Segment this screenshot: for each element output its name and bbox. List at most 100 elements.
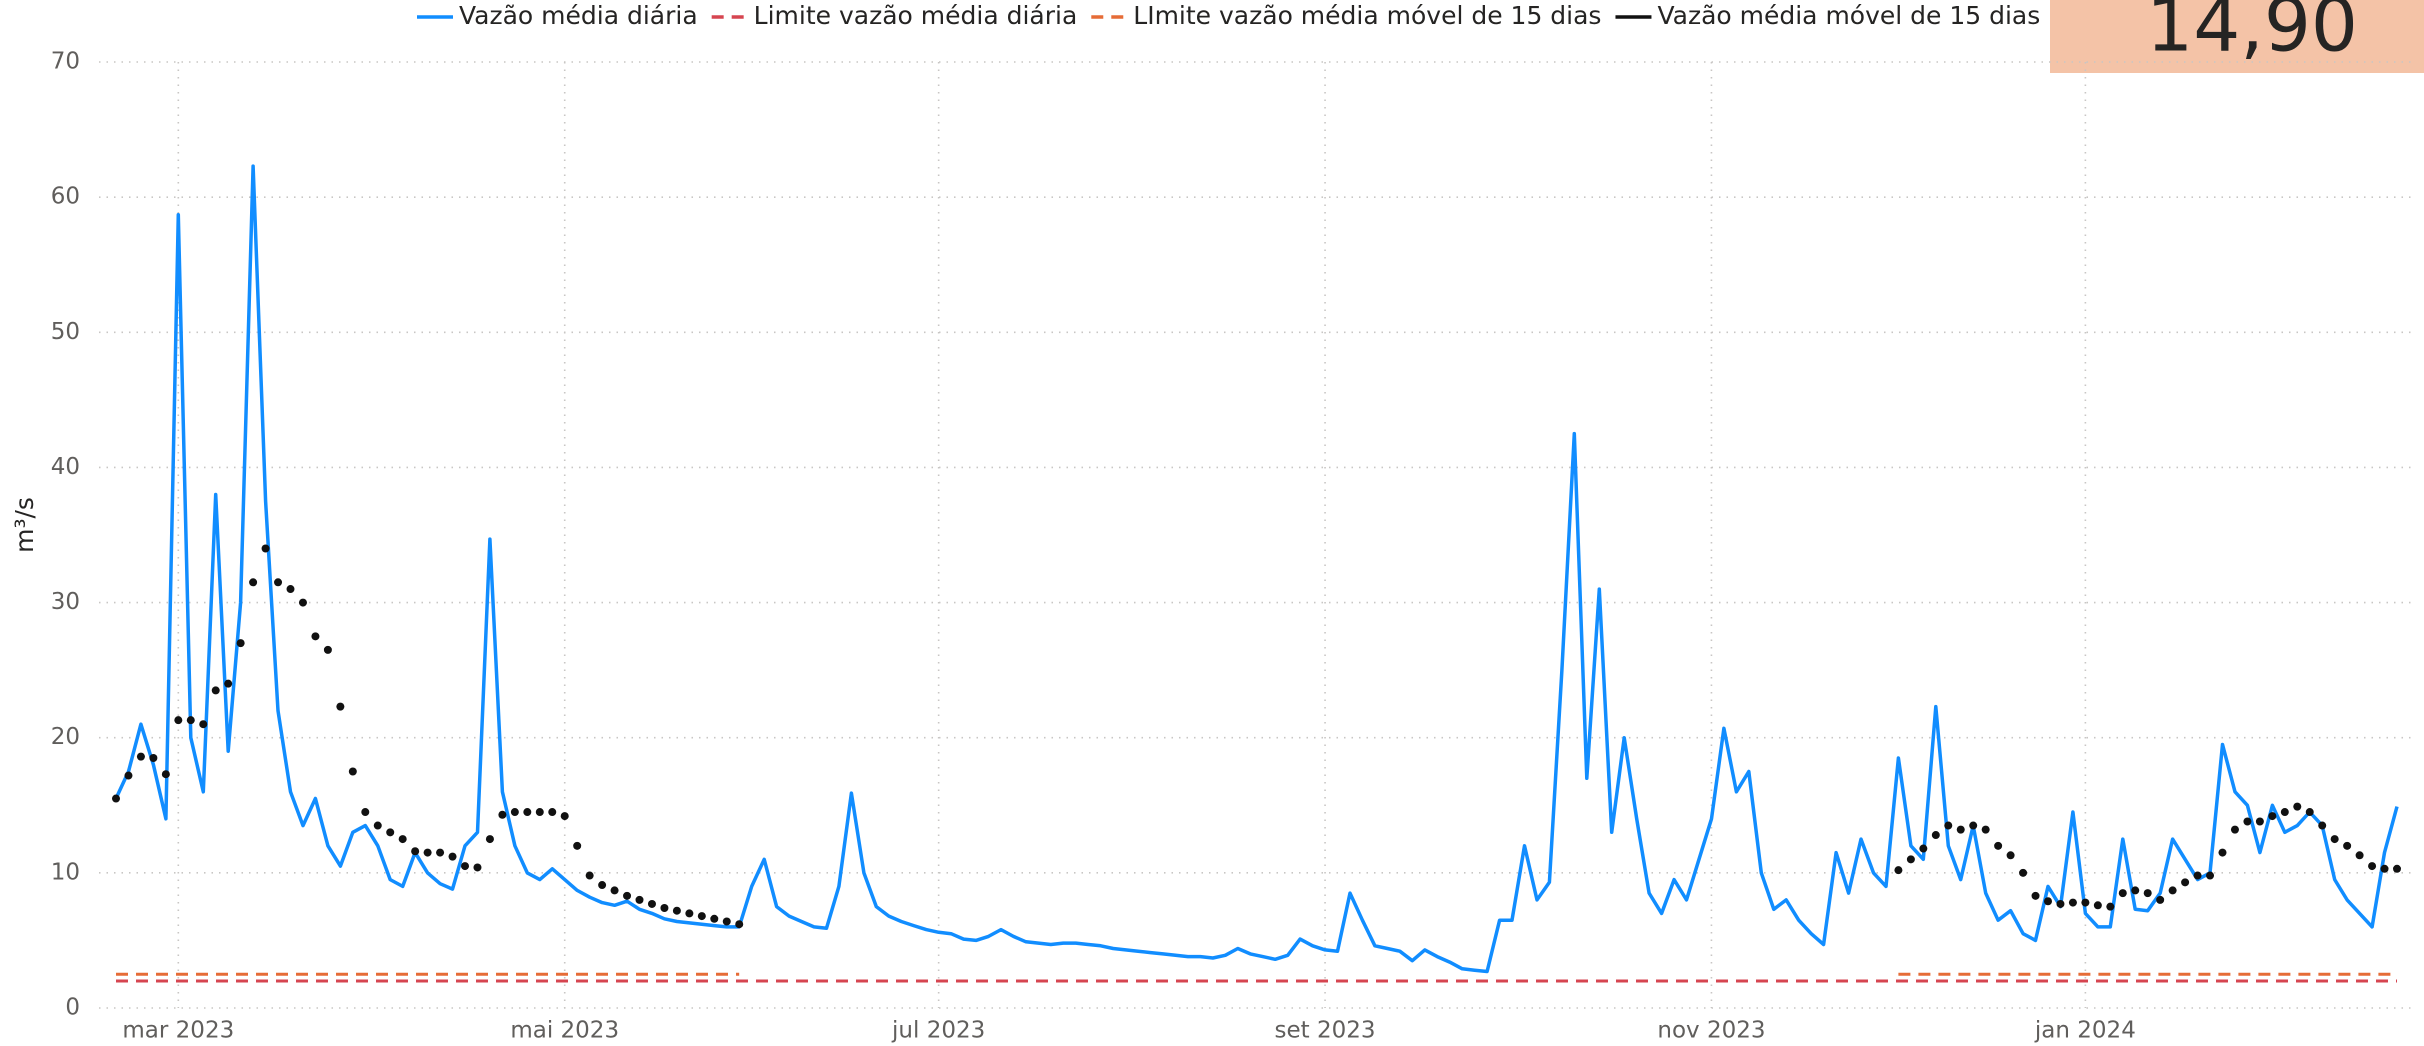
moving-average-point	[2056, 899, 2065, 908]
legend-label: Limite vazão média diária	[754, 1, 1078, 30]
moving-average-point	[2106, 902, 2115, 911]
moving-average-point	[261, 544, 270, 553]
moving-average-point	[423, 848, 432, 857]
moving-average-point	[2118, 889, 2127, 898]
moving-average-point	[249, 578, 258, 587]
legend-label: LImite vazão média móvel de 15 dias	[1133, 1, 1601, 30]
x-tick-label: mar 2023	[122, 1018, 234, 1044]
moving-average-point	[411, 847, 420, 856]
moving-average-point	[311, 632, 320, 641]
moving-average-point	[2355, 851, 2364, 860]
kpi-value: 14,90	[2146, 0, 2358, 69]
moving-average-point	[2293, 802, 2302, 811]
moving-average-point	[548, 808, 557, 817]
legend-item: LImite vazão média móvel de 15 dias	[1091, 1, 1601, 30]
moving-average-point	[2318, 821, 2327, 830]
legend-label: Vazão média diária	[459, 1, 698, 30]
y-tick-label: 0	[65, 995, 80, 1021]
moving-average-point	[523, 808, 532, 817]
moving-average-point	[186, 716, 195, 725]
moving-average-point	[1981, 825, 1990, 834]
moving-average-point	[2093, 901, 2102, 910]
moving-average-point	[1894, 866, 1903, 875]
moving-average-point	[1906, 855, 1915, 864]
legend-label: Vazão média móvel de 15 dias	[1657, 1, 2040, 30]
y-tick-label: 10	[51, 859, 80, 885]
moving-average-point	[2218, 848, 2227, 857]
moving-average-point	[635, 895, 644, 904]
moving-average-point	[485, 835, 494, 844]
moving-average-point	[2043, 897, 2052, 906]
moving-average-point	[136, 752, 145, 761]
moving-average-point	[2330, 835, 2339, 844]
moving-average-point	[2019, 868, 2028, 877]
moving-average-point	[174, 716, 183, 725]
moving-average-point	[1944, 821, 1953, 830]
y-tick-label: 40	[51, 454, 80, 480]
y-tick-label: 20	[51, 724, 80, 750]
moving-average-point	[386, 828, 395, 837]
moving-average-point	[448, 852, 457, 861]
moving-average-point	[461, 862, 470, 871]
moving-average-point	[2255, 817, 2264, 826]
moving-average-point	[610, 886, 619, 895]
moving-average-point	[236, 639, 245, 648]
y-tick-label: 70	[51, 49, 80, 75]
moving-average-point	[2193, 871, 2202, 880]
moving-average-point	[161, 770, 170, 779]
moving-average-point	[2131, 886, 2140, 895]
kpi-card	[2050, 0, 2424, 73]
moving-average-point	[573, 841, 582, 850]
moving-average-point	[336, 702, 345, 711]
legend-item: Vazão média diária	[417, 1, 698, 30]
moving-average-point	[2280, 808, 2289, 817]
moving-average-point	[2156, 895, 2165, 904]
moving-average-point	[211, 686, 220, 695]
moving-average-point	[722, 917, 731, 926]
moving-average-point	[473, 863, 482, 872]
moving-average-point	[373, 821, 382, 830]
moving-average-point	[498, 810, 507, 819]
moving-average-point	[672, 906, 681, 915]
moving-average-point	[1956, 825, 1965, 834]
moving-average-point	[124, 771, 133, 780]
moving-average-point	[535, 808, 544, 817]
series-line	[114, 164, 2399, 974]
moving-average-point	[298, 598, 307, 607]
moving-average-point	[585, 871, 594, 880]
moving-average-point	[1969, 821, 1978, 830]
moving-average-point	[2143, 889, 2152, 898]
x-tick-label: jan 2024	[2034, 1018, 2136, 1044]
y-axis-title: m³/s	[10, 497, 39, 553]
moving-average-point	[436, 848, 445, 857]
x-tick-label: jul 2023	[891, 1018, 985, 1044]
moving-average-point	[623, 891, 632, 900]
moving-average-point	[2081, 898, 2090, 907]
moving-average-point	[2393, 864, 2401, 873]
moving-average-point	[2206, 871, 2215, 880]
moving-average-point	[2006, 851, 2015, 860]
x-tick-label: mai 2023	[510, 1018, 619, 1044]
x-tick-label: nov 2023	[1657, 1018, 1765, 1044]
moving-average-point	[1994, 841, 2003, 850]
moving-average-point	[735, 920, 744, 929]
moving-average-point	[398, 835, 407, 844]
moving-average-point	[112, 794, 120, 803]
moving-average-point	[348, 767, 357, 776]
moving-average-point	[2268, 812, 2277, 821]
x-tick-label: set 2023	[1275, 1018, 1376, 1044]
moving-average-point	[286, 585, 295, 594]
moving-average-point	[199, 720, 208, 729]
moving-average-point	[2368, 862, 2377, 871]
moving-average-point	[647, 899, 656, 908]
moving-average-point	[361, 808, 370, 817]
moving-average-point	[710, 914, 719, 923]
moving-average-point	[660, 903, 669, 912]
moving-average-point	[2031, 891, 2040, 900]
moving-average-point	[598, 881, 607, 890]
y-tick-label: 30	[51, 589, 80, 615]
moving-average-point	[1919, 844, 1928, 853]
moving-average-point	[697, 912, 706, 921]
moving-average-point	[149, 753, 158, 762]
y-tick-label: 60	[51, 184, 80, 210]
